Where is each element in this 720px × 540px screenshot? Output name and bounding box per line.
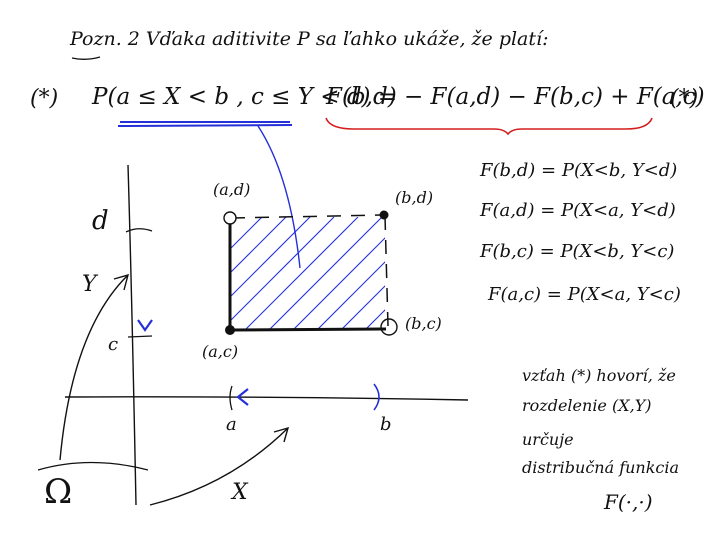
note-line-2: rozdelenie (X,Y) (522, 396, 652, 415)
tick-d-label: d (92, 206, 109, 236)
formula-rhs: F(b,d) − F(a,d) − F(b,c) + F(a,c) (326, 84, 705, 110)
omega-label: Ω (44, 472, 73, 512)
identity-bc: F(b,c) = P(X<b, Y<c) (480, 241, 675, 262)
heading-underline (71, 56, 101, 60)
tick-c-arrow (137, 319, 153, 332)
tick-c-label: c (108, 334, 119, 355)
omega-to-x-arrowhead (273, 426, 290, 443)
tick-b-mark (373, 383, 380, 411)
tick-a-arrow (236, 388, 249, 406)
x-axis (64, 396, 469, 401)
tick-b-label: b (380, 414, 392, 435)
omega-to-x-arrow (149, 427, 289, 506)
formula-star-left: (*) (30, 86, 59, 111)
rect-bottom-edge (231, 327, 387, 332)
omega-to-y-arrow (59, 274, 129, 461)
tick-a-label: a (226, 414, 237, 435)
rhs-red-brace (325, 117, 653, 136)
rectangle-hatching (229, 217, 385, 329)
heading-text: Pozn. 2 Vďaka aditivite P sa ľahko ukáže… (70, 28, 549, 50)
axis-x-label: X (232, 480, 248, 505)
corner-bd-label: (b,d) (395, 188, 434, 207)
lhs-blue-underline (117, 121, 293, 127)
note-line-4: distribučná funkcia (522, 458, 680, 477)
rect-right-edge (384, 215, 389, 327)
omega-to-y-arrowhead (113, 273, 129, 291)
identity-ac: F(a,c) = P(X<a, Y<c) (488, 284, 681, 305)
note-line-3: určuje (522, 430, 574, 449)
corner-bc-open (380, 318, 398, 336)
identity-ad: F(a,d) = P(X<a, Y<d) (480, 200, 676, 221)
formula-lhs: P(a ≤ X < b , c ≤ Y < d) = (92, 84, 398, 110)
corner-bd-filled (379, 210, 389, 220)
corner-ac-filled (225, 325, 235, 335)
corner-ad-open (223, 211, 237, 225)
formula-star-right: (*) (670, 86, 699, 111)
corner-ac-label: (a,c) (202, 342, 239, 361)
note-line-1: vzťah (*) hovorí, že (522, 366, 676, 385)
note-line-5: F(·,·) (604, 490, 653, 514)
blue-pointer-line (257, 125, 301, 269)
tick-a-mark (229, 385, 233, 411)
tick-d-mark (125, 228, 153, 233)
omega-area-curve (37, 461, 149, 471)
tick-c-mark (127, 335, 153, 338)
axis-y-label: Y (82, 272, 97, 297)
identity-bd: F(b,d) = P(X<b, Y<d) (480, 160, 678, 181)
corner-bc-label: (b,c) (405, 314, 442, 333)
y-axis (127, 164, 137, 506)
corner-ad-label: (a,d) (213, 180, 251, 199)
rect-top-edge (230, 214, 385, 219)
